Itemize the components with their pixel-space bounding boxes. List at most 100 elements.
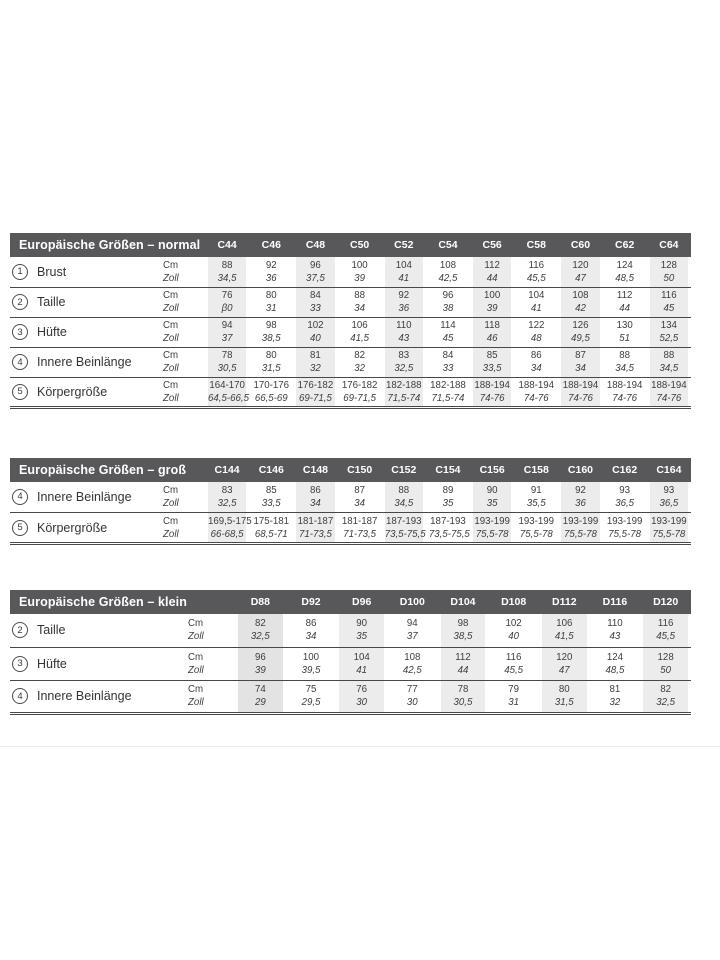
value-cell: 108 42,5 <box>426 257 470 287</box>
cm-value: 176-182 <box>297 379 334 391</box>
cm-value: 124 <box>616 259 633 271</box>
header-row: Europäische Größen – normal C44 C46 C48 C50 C… <box>10 233 691 257</box>
zoll-value: 39,5 <box>301 664 321 676</box>
zoll-value: 42,5 <box>402 664 422 676</box>
cm-value: 83 <box>221 484 233 496</box>
zoll-value: 69-71,5 <box>343 392 377 404</box>
table-row: 3 Hüfte Cm Zoll 94 37 98 38,5 102 40 106 41,5 110 43 1… <box>10 316 691 347</box>
zoll-value: 45,5 <box>526 272 546 284</box>
row-label-group: 2 Taille <box>12 622 182 639</box>
cm-value: 81 <box>609 684 621 695</box>
value-cell: 182-188 71,5-74 <box>425 376 471 409</box>
cm-value: 91 <box>530 484 542 496</box>
unit-zoll-label: Zoll <box>163 303 179 314</box>
value-cell: 188-194 74-76 <box>470 376 515 409</box>
value-cell: 84 33 <box>293 286 338 317</box>
row-label: Hüfte <box>37 325 67 339</box>
zoll-value: 49,5 <box>571 333 590 344</box>
value-cell: 108 42,5 <box>386 646 438 680</box>
value-cell: 193-199 75,5-78 <box>470 512 515 545</box>
zoll-value: 32,5 <box>250 631 270 643</box>
zoll-value: β0 <box>221 303 233 314</box>
value-cell: 134 52,5 <box>646 316 691 347</box>
zoll-value: 35,5 <box>526 497 546 509</box>
zoll-value: 74-76 <box>479 392 505 404</box>
cm-value: 134 <box>660 320 677 331</box>
row-label-group: 5 Körpergröße <box>12 383 157 400</box>
value-cell: 78 30,5 <box>437 679 489 715</box>
row-label-cell: 4 Innere Beinlänge <box>10 346 161 377</box>
cm-value: 116 <box>657 618 674 630</box>
cm-value: 108 <box>572 290 589 301</box>
cm-value: 84 <box>310 290 321 301</box>
column-header: D104 <box>437 590 489 614</box>
unit-cm-label: Cm <box>163 320 179 331</box>
row-label-group: 5 Körpergröße <box>12 519 157 536</box>
value-cell: 92 36 <box>381 286 426 317</box>
value-cell: 126 49,5 <box>558 316 603 347</box>
cm-value: 106 <box>556 618 573 630</box>
unit-cell: Cm Zoll <box>185 646 236 680</box>
value-cell: 93 36,5 <box>647 481 691 513</box>
unit-zoll-label: Zoll <box>188 697 204 708</box>
zoll-value: 38 <box>442 303 454 314</box>
cm-value: 108 <box>439 259 457 271</box>
value-cell: 87 34 <box>338 482 382 513</box>
cm-value: 79 <box>508 684 520 695</box>
value-cell: 80 31,5 <box>249 346 294 377</box>
value-cell: 112 44 <box>470 257 514 287</box>
cm-value: 100 <box>351 259 368 271</box>
cm-value: 110 <box>607 618 623 630</box>
zoll-value: 32,5 <box>656 697 676 708</box>
value-cell: 80 31 <box>249 286 294 317</box>
column-header: D108 <box>488 590 539 614</box>
cm-value: 94 <box>406 618 418 630</box>
value-cell: 88 34 <box>337 286 382 317</box>
cm-value: 88 <box>354 290 365 301</box>
value-cell: 112 44 <box>437 646 489 680</box>
cm-value: 120 <box>556 651 573 663</box>
value-cell: 89 35 <box>426 482 470 513</box>
unit-zoll-label: Zoll <box>163 528 179 540</box>
cm-value: 130 <box>616 320 633 331</box>
size-table-gross: Europäische Größen – groß C144 C146 C148 C15… <box>10 457 691 545</box>
zoll-value: 41,5 <box>350 333 370 344</box>
zoll-value: 44 <box>457 664 469 676</box>
value-cell: 116 45,5 <box>514 257 558 287</box>
value-cell: 175-181 68,5-71 <box>249 512 294 545</box>
value-cell: 170-176 66,5-69 <box>249 376 294 409</box>
value-cell: 96 39 <box>235 646 286 680</box>
value-cell: 100 39,5 <box>285 646 337 680</box>
column-header: D88 <box>235 590 286 614</box>
cm-value: 104 <box>395 259 412 271</box>
cm-value: 98 <box>265 320 277 331</box>
column-header: C54 <box>425 233 471 257</box>
unit-cm-label: Cm <box>163 379 179 391</box>
value-cell: 116 45 <box>646 286 691 317</box>
zoll-value: 34,5 <box>394 497 414 509</box>
cm-value: 88 <box>663 350 675 361</box>
unit-cell: Cm Zoll <box>160 346 206 377</box>
zoll-value: 51 <box>619 333 631 344</box>
cm-value: 82 <box>354 350 365 361</box>
column-header: C152 <box>381 457 426 482</box>
zoll-value: 48,5 <box>615 272 635 284</box>
cm-value: 188-194 <box>651 379 687 391</box>
zoll-value: 47 <box>575 272 586 284</box>
column-header: C56 <box>470 233 515 257</box>
value-cell: 90 35 <box>470 481 514 513</box>
zoll-value: 37 <box>406 631 418 643</box>
value-cell: 106 41,5 <box>337 316 382 347</box>
value-cell: 94 37 <box>387 614 438 647</box>
row-number-badge: 4 <box>12 354 28 370</box>
zoll-value: 32,5 <box>217 497 237 509</box>
cm-value: 93 <box>619 484 631 496</box>
cm-value: 74 <box>254 684 266 695</box>
cm-value: 116 <box>528 259 545 271</box>
zoll-value: 47 <box>558 664 570 676</box>
page-divider <box>0 746 720 747</box>
unit-cm-label: Cm <box>163 515 179 527</box>
unit-cm-label: Cm <box>188 651 204 663</box>
row-number-badge: 4 <box>12 488 28 505</box>
